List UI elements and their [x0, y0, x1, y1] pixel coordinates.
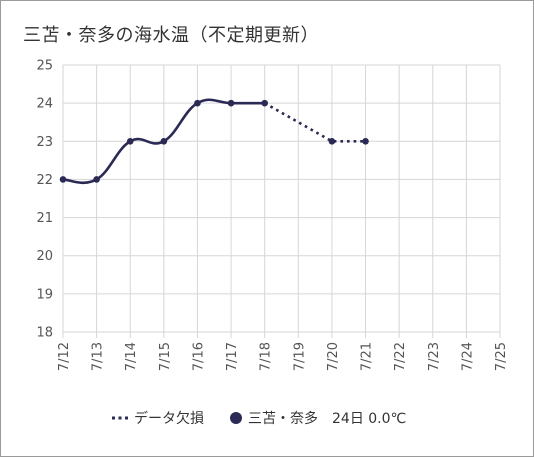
y-tick-label: 18 — [36, 326, 53, 341]
y-tick-label: 24 — [36, 97, 53, 112]
grid — [62, 64, 501, 338]
x-tick-label: 7/14 — [124, 342, 139, 371]
y-tick-label: 23 — [36, 135, 53, 150]
data-point — [227, 99, 235, 107]
y-tick-label: 20 — [36, 249, 53, 264]
legend-marker-swatch — [230, 412, 242, 424]
y-tick-label: 25 — [36, 59, 53, 74]
data-point — [194, 99, 201, 107]
y-tick-label: 19 — [36, 287, 53, 302]
x-tick-label: 7/16 — [191, 342, 206, 371]
series — [59, 98, 369, 185]
x-tick-label: 7/13 — [91, 342, 106, 371]
y-tick-label: 22 — [36, 173, 53, 188]
x-tick-label: 7/23 — [427, 342, 442, 371]
chart-title: 三苫・奈多の海水温（不定期更新） — [23, 25, 319, 46]
data-point — [328, 137, 336, 145]
legend-label-missing: データ欠損 — [134, 410, 204, 427]
data-point — [362, 137, 369, 145]
data-point — [93, 176, 100, 183]
data-point — [59, 176, 67, 183]
x-tick-label: 7/17 — [225, 342, 240, 371]
x-tick-label: 7/21 — [360, 342, 375, 371]
x-tick-label: 7/12 — [57, 342, 72, 371]
legend: データ欠損 三苫・奈多 24日 0.0℃ — [112, 410, 406, 427]
series-line-dotted — [264, 102, 366, 143]
y-axis-ticks: 18 19 20 21 22 23 24 25 — [36, 59, 53, 341]
x-tick-label: 7/18 — [259, 342, 274, 371]
data-point — [160, 137, 168, 145]
x-tick-label: 7/20 — [326, 342, 341, 371]
data-point — [261, 99, 268, 107]
x-tick-label: 7/24 — [460, 342, 475, 371]
x-axis-ticks: 7/12 7/13 7/14 7/15 7/16 7/17 7/18 7/19 7/20 7/21… — [57, 342, 509, 371]
x-tick-label: 7/22 — [393, 342, 408, 371]
x-tick-label: 7/15 — [158, 342, 173, 371]
x-tick-label: 7/25 — [494, 342, 509, 371]
data-point — [126, 137, 134, 145]
x-tick-label: 7/19 — [292, 342, 307, 371]
y-tick-label: 21 — [36, 211, 53, 226]
legend-label-series: 三苫・奈多 24日 0.0℃ — [248, 410, 406, 427]
